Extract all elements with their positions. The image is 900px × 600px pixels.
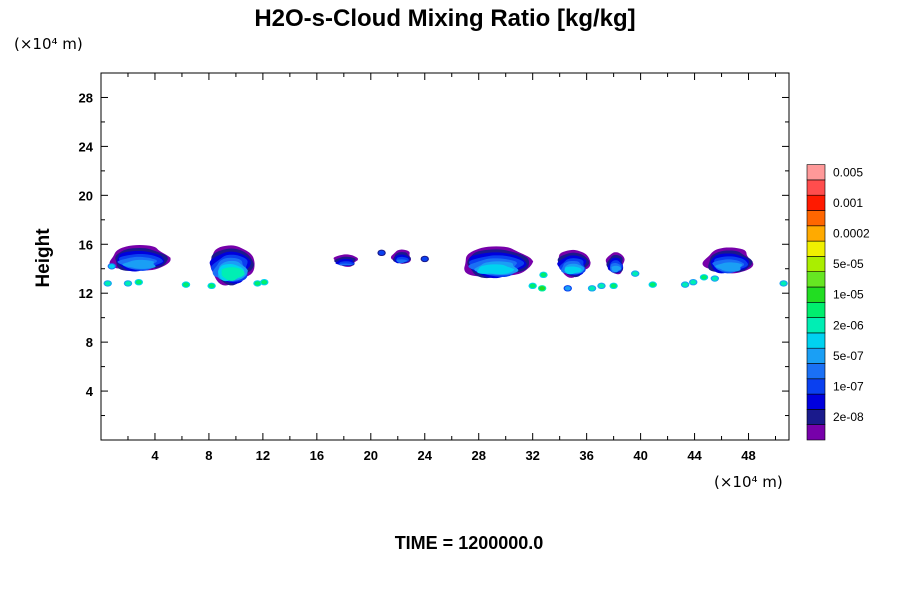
- cloud-patch: [632, 271, 639, 276]
- cloud-patch: [649, 282, 656, 287]
- y-tick-label: 24: [79, 139, 94, 154]
- colorbar-swatch: [806, 301, 826, 318]
- x-tick-label: 16: [310, 448, 324, 463]
- cloud-cell: [557, 249, 591, 278]
- colorbar-swatch: [806, 240, 826, 257]
- x-tick-label: 40: [633, 448, 647, 463]
- contour-fill-level-4: [396, 259, 408, 263]
- y-tick-label: 16: [79, 237, 93, 252]
- cloud-patch: [690, 279, 697, 285]
- colorbar-swatch: [806, 194, 826, 211]
- colorbar-swatch: [806, 286, 826, 303]
- colorbar-swatch: [806, 210, 826, 227]
- cloud-patch: [108, 264, 115, 269]
- cloud-cell: [464, 246, 534, 279]
- cloud-cell: [702, 247, 754, 274]
- cloud-patch: [135, 279, 142, 285]
- y-tick-label: 12: [79, 286, 93, 301]
- colorbar-swatch: [806, 378, 826, 395]
- colorbar-label: 2e-08: [833, 410, 864, 424]
- colorbar-swatch: [806, 317, 826, 334]
- colorbar-swatch: [806, 179, 826, 196]
- colorbar-label: 0.001: [833, 196, 863, 210]
- contour-fill-level-6: [477, 264, 515, 275]
- colorbar-swatch: [806, 164, 826, 181]
- colorbar-label: 0.005: [833, 165, 863, 179]
- cloud-cell: [333, 254, 359, 267]
- cloud-patch: [124, 281, 131, 286]
- colorbar-swatch: [806, 225, 826, 242]
- cloud-patch: [780, 281, 787, 286]
- contour-fill-level-5: [715, 262, 743, 272]
- contour-fill-level-5: [122, 259, 156, 269]
- contour-fill-level-5: [611, 265, 622, 273]
- x-tick-label: 8: [205, 448, 212, 463]
- cloud-patch: [104, 281, 111, 286]
- time-label: TIME = 1200000.0: [395, 533, 544, 553]
- colorbar-swatch: [806, 347, 826, 364]
- cloud-patch: [701, 275, 708, 280]
- colorbar-swatch: [806, 393, 826, 410]
- x-tick-label: 48: [741, 448, 755, 463]
- colorbar-label: 1e-07: [833, 379, 864, 393]
- y-tick-label: 20: [79, 188, 93, 203]
- cloud-patch: [682, 282, 689, 287]
- x-tick-label: 20: [364, 448, 378, 463]
- cloud-patch: [254, 281, 261, 286]
- colorbar-label: 5e-07: [833, 349, 864, 363]
- x-tick-label: 32: [525, 448, 539, 463]
- cloud-patch: [564, 286, 571, 291]
- cloud-patch: [540, 272, 547, 278]
- colorbar-label: 1e-05: [833, 288, 864, 302]
- cloud-patch: [421, 256, 428, 262]
- x-tick-label: 28: [471, 448, 485, 463]
- colorbar-swatch: [806, 271, 826, 288]
- cloud-patch: [610, 283, 617, 289]
- colorbar-swatch: [806, 424, 826, 441]
- y-tick-label: 4: [86, 384, 94, 399]
- contour-fill-level-7: [221, 267, 245, 281]
- colorbar-label: 2e-06: [833, 318, 864, 332]
- colorbar-label: 0.0002: [833, 226, 870, 240]
- cloud-patch: [208, 283, 215, 289]
- cloud-patch: [539, 286, 546, 291]
- contour-fill-level-6: [564, 266, 582, 275]
- chart-title: H2O-s-Cloud Mixing Ratio [kg/kg]: [254, 5, 635, 32]
- y-tick-label: 28: [79, 90, 93, 105]
- x-tick-label: 4: [151, 448, 159, 463]
- cloud-patch: [182, 282, 189, 287]
- colorbar-swatch: [806, 409, 826, 425]
- x-tick-label: 36: [579, 448, 593, 463]
- colorbar-swatch: [806, 256, 826, 272]
- x-tick-label: 44: [687, 448, 702, 463]
- cloud-patch: [589, 286, 596, 291]
- y-axis-label: Height: [33, 228, 54, 288]
- cloud-patch: [529, 283, 536, 289]
- y-tick-label: 8: [86, 335, 93, 350]
- cloud-patch: [378, 250, 385, 256]
- x-unit-label: (×10⁴ m): [714, 473, 783, 491]
- colorbar: 2e-08 1e-07 5e-07 2e-06 1e-05 5e-05 0.0002 0.00…: [806, 164, 870, 441]
- plot-area: [103, 245, 788, 292]
- plot-frame: [100, 72, 790, 441]
- x-tick-label: 12: [256, 448, 270, 463]
- colorbar-swatch: [806, 363, 826, 380]
- cloud-cell: [109, 245, 171, 272]
- x-tick-label: 24: [418, 448, 433, 463]
- contour-fill-level-4: [339, 263, 353, 266]
- cloud-cell: [209, 245, 255, 286]
- colorbar-label: 5e-05: [833, 257, 864, 271]
- cloud-patch: [261, 279, 268, 285]
- y-unit-label: (×10⁴ m): [14, 35, 83, 53]
- cloud-cell: [390, 249, 411, 264]
- cloud-cell: [605, 252, 625, 275]
- cloud-patch: [598, 283, 605, 289]
- colorbar-swatch: [806, 332, 826, 349]
- cloud-patch: [711, 276, 718, 281]
